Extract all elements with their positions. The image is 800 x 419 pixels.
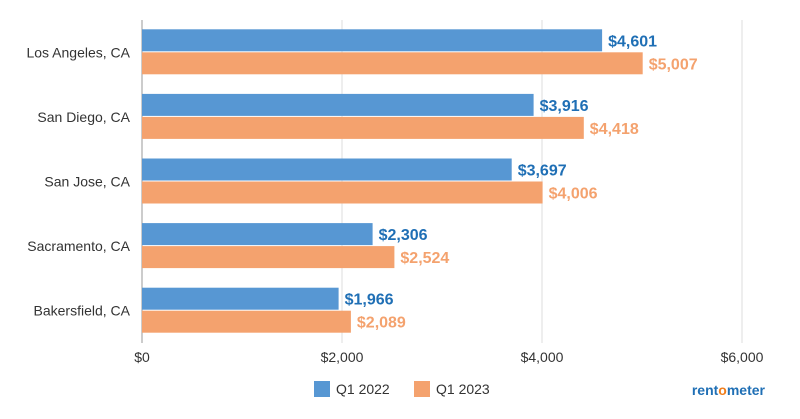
bar: [142, 223, 373, 246]
bar: [142, 246, 395, 269]
rentometer-logo: rentometer: [692, 382, 766, 398]
bar: [142, 181, 543, 204]
legend-label: Q1 2023: [436, 381, 490, 397]
legend-label: Q1 2022: [336, 381, 390, 397]
category-label: San Jose, CA: [44, 174, 130, 190]
category-label: Los Angeles, CA: [26, 44, 130, 60]
legend-swatch: [414, 381, 430, 397]
x-tick-label: $0: [134, 349, 150, 365]
x-tick-label: $6,000: [721, 349, 764, 365]
bar: [142, 287, 339, 310]
bar: [142, 310, 351, 333]
data-label: $3,697: [518, 163, 567, 180]
bar: [142, 52, 643, 75]
data-label: $4,418: [590, 121, 639, 138]
category-label: San Diego, CA: [37, 109, 130, 125]
data-label: $4,601: [608, 33, 657, 50]
bar: [142, 93, 534, 116]
data-label: $4,006: [549, 186, 598, 203]
bar: [142, 158, 512, 181]
data-label: $2,089: [357, 315, 406, 332]
data-label: $3,916: [540, 98, 589, 115]
category-label: Bakersfield, CA: [34, 303, 131, 319]
data-label: $2,524: [400, 250, 449, 267]
data-label: $5,007: [649, 56, 698, 73]
bar: [142, 116, 584, 139]
data-label: $1,966: [345, 292, 394, 309]
data-label: $2,306: [379, 227, 428, 244]
legend-swatch: [314, 381, 330, 397]
category-label: Sacramento, CA: [27, 238, 130, 254]
x-tick-label: $4,000: [521, 349, 564, 365]
bar: [142, 29, 603, 52]
x-tick-label: $2,000: [321, 349, 364, 365]
